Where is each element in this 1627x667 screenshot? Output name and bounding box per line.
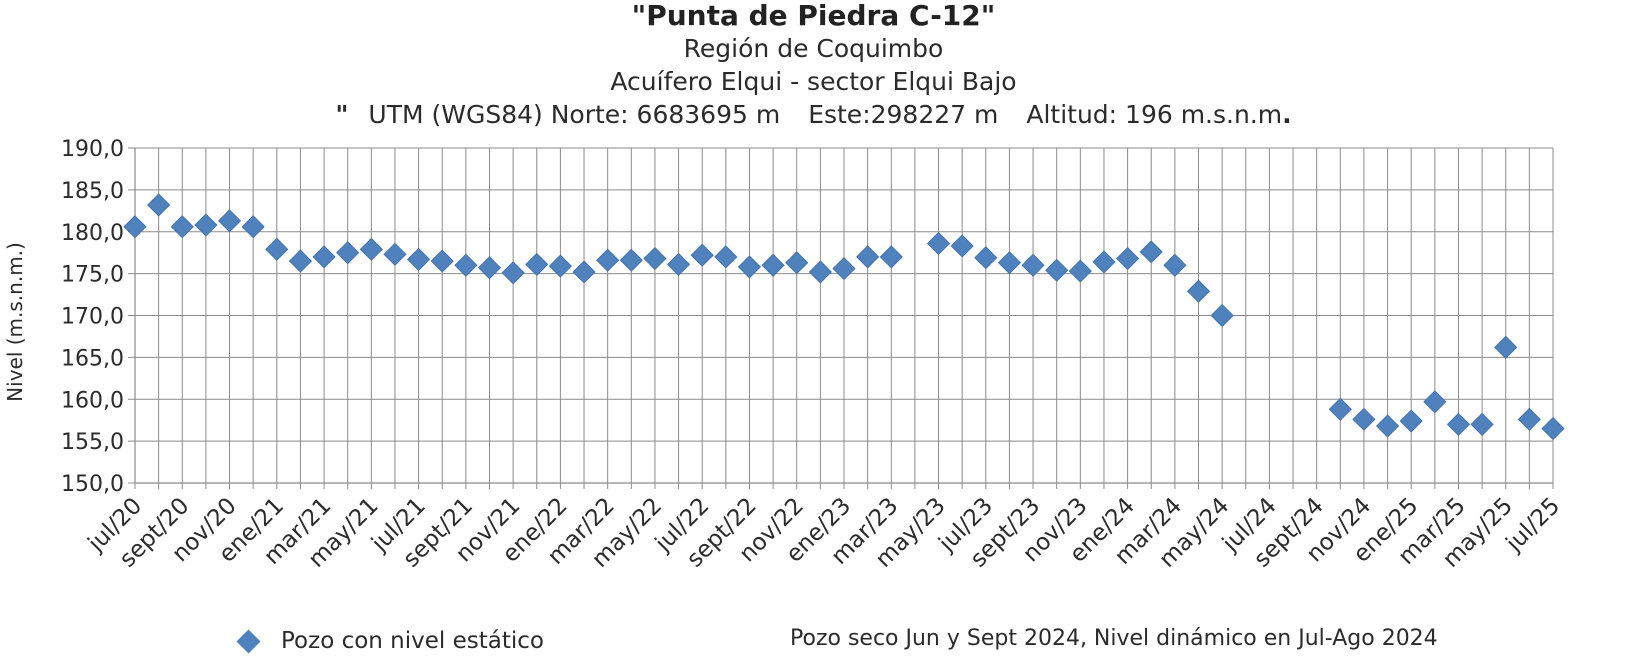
data-point xyxy=(288,249,312,273)
data-point xyxy=(1116,246,1140,271)
data-point xyxy=(572,260,596,284)
data-point xyxy=(690,243,714,267)
data-point xyxy=(241,215,265,239)
data-point xyxy=(879,245,903,269)
x-tick-label: jul/25 xyxy=(1501,493,1566,558)
x-tick-labels: jul/20sept/20nov/20ene/21mar/21may/21jul… xyxy=(83,493,1566,573)
data-point xyxy=(1045,258,1069,282)
chart-legend: Pozo con nivel estático xyxy=(236,628,544,654)
data-point xyxy=(619,248,643,272)
coordinates-utm-norte: UTM (WGS84) Norte: 6683695 m xyxy=(368,100,781,129)
y-tick-label: 155,0 xyxy=(61,430,124,455)
y-axis-label: Nivel (m.s.n.m.) xyxy=(3,242,27,402)
data-point xyxy=(785,251,809,275)
data-point xyxy=(194,213,218,237)
data-point xyxy=(525,252,549,276)
data-point xyxy=(997,251,1021,275)
data-point xyxy=(808,260,832,284)
chart-title: "Punta de Piedra C-12" xyxy=(631,0,996,32)
data-point xyxy=(312,245,336,269)
data-point xyxy=(1092,250,1116,274)
data-point xyxy=(477,256,502,280)
chart-titles: "Punta de Piedra C-12" Región de Coquimb… xyxy=(0,0,1627,131)
data-point xyxy=(856,245,880,269)
data-point xyxy=(1163,253,1187,277)
y-tick-label: 160,0 xyxy=(61,388,124,413)
data-point xyxy=(1541,416,1565,441)
data-point xyxy=(1376,414,1400,438)
y-tick-label: 170,0 xyxy=(61,305,124,330)
data-point xyxy=(1352,407,1376,431)
data-point xyxy=(832,257,856,281)
data-point xyxy=(1470,412,1494,436)
legend-label: Pozo con nivel estático xyxy=(281,628,544,654)
coordinates-period: . xyxy=(1282,100,1292,129)
data-point xyxy=(714,245,738,269)
data-point xyxy=(147,193,171,217)
chart-subtitle-coordinates: " UTM (WGS84) Norte: 6683695 m Este:298227… xyxy=(0,98,1627,131)
data-point xyxy=(1328,397,1352,421)
data-point xyxy=(383,242,407,266)
data-point xyxy=(974,246,998,270)
data-point xyxy=(407,247,431,271)
data-point xyxy=(1210,303,1234,328)
data-point xyxy=(336,241,360,265)
coordinates-este: Este:298227 m xyxy=(808,100,999,129)
data-point xyxy=(430,249,454,273)
data-point xyxy=(1068,259,1092,283)
data-point xyxy=(643,246,667,271)
data-point xyxy=(926,231,951,256)
data-points xyxy=(123,193,1565,441)
data-point xyxy=(737,255,762,279)
data-point xyxy=(1139,240,1163,264)
y-tick-label: 185,0 xyxy=(61,179,124,204)
data-point xyxy=(667,252,691,276)
chart-axes xyxy=(128,147,1554,489)
data-point xyxy=(359,237,383,261)
data-point xyxy=(950,234,974,258)
y-tick-label: 190,0 xyxy=(61,137,124,162)
y-tick-label: 175,0 xyxy=(61,263,124,288)
y-tick-label: 165,0 xyxy=(61,346,124,371)
data-point xyxy=(1446,412,1471,436)
data-point xyxy=(548,254,572,278)
chart-note: Pozo seco Jun y Sept 2024, Nivel dinámic… xyxy=(790,626,1438,651)
legend-marker-diamond-icon xyxy=(236,628,261,654)
chart-subtitle-region: Región de Coquimbo xyxy=(683,34,944,63)
grid-lines xyxy=(134,147,1554,484)
data-point xyxy=(1186,279,1211,303)
data-point xyxy=(1423,390,1447,414)
y-tick-label: 150,0 xyxy=(61,472,124,497)
data-point xyxy=(454,253,478,277)
chart-subtitle-aquifer: Acuífero Elqui - sector Elqui Bajo xyxy=(610,67,1017,96)
data-point xyxy=(217,209,242,233)
coordinates-altitud: Altitud: 196 m.s.n.m xyxy=(1026,100,1283,129)
data-point xyxy=(123,215,147,239)
data-point xyxy=(265,237,289,261)
data-point xyxy=(1021,253,1045,277)
data-point xyxy=(761,253,785,277)
coordinates-open-quote: " xyxy=(335,100,349,129)
data-point xyxy=(1517,407,1541,431)
data-point xyxy=(1494,335,1518,359)
data-point xyxy=(596,248,620,272)
y-tick-label: 180,0 xyxy=(61,221,124,246)
data-point xyxy=(1399,409,1423,433)
y-tick-labels: 150,0 155,0 160,0 165,0 170,0 175,0 180,0 185,0… xyxy=(61,137,124,497)
data-point xyxy=(170,215,194,239)
data-point xyxy=(501,261,525,285)
